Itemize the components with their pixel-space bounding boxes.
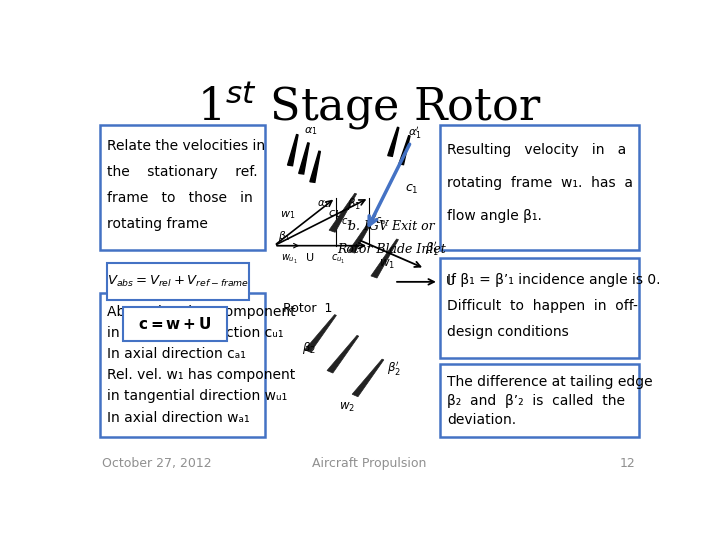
Text: If β₁ = β’₁ incidence angle is 0.: If β₁ = β’₁ incidence angle is 0. <box>447 273 661 287</box>
Text: October 27, 2012: October 27, 2012 <box>102 457 212 470</box>
Polygon shape <box>388 127 399 156</box>
Polygon shape <box>399 136 410 165</box>
Text: $\beta_2'$: $\beta_2'$ <box>387 359 401 377</box>
Polygon shape <box>299 143 309 174</box>
Text: $w_2$: $w_2$ <box>338 401 355 414</box>
Text: $\alpha_1'$: $\alpha_1'$ <box>408 125 421 141</box>
Text: design conditions: design conditions <box>447 325 569 339</box>
Text: Resulting   velocity   in   a: Resulting velocity in a <box>447 143 626 157</box>
FancyBboxPatch shape <box>441 258 639 358</box>
Polygon shape <box>305 315 336 352</box>
Text: The difference at tailing edge: The difference at tailing edge <box>447 375 653 389</box>
Text: U: U <box>446 275 455 288</box>
FancyBboxPatch shape <box>107 263 249 300</box>
FancyBboxPatch shape <box>441 364 639 437</box>
Text: $c_{a_1}$: $c_{a_1}$ <box>374 215 389 228</box>
Text: $w_1$: $w_1$ <box>379 258 395 271</box>
Text: $c_{1}$: $c_{1}$ <box>341 216 352 228</box>
FancyBboxPatch shape <box>100 125 265 250</box>
Polygon shape <box>310 151 320 183</box>
FancyBboxPatch shape <box>441 125 639 250</box>
Polygon shape <box>371 239 398 278</box>
Text: β₂  and  β’₂  is  called  the: β₂ and β’₂ is called the <box>447 394 625 408</box>
Text: In axial direction wₐ₁: In axial direction wₐ₁ <box>107 410 249 424</box>
Text: Abs. vel. c₁ has component: Abs. vel. c₁ has component <box>107 305 295 319</box>
Text: $c_1$: $c_1$ <box>328 208 340 220</box>
Text: Rotor  1: Rotor 1 <box>283 301 333 314</box>
Text: Difficult  to  happen  in  off-: Difficult to happen in off- <box>447 299 638 313</box>
Text: Relate the velocities in: Relate the velocities in <box>107 139 265 153</box>
Polygon shape <box>287 134 298 166</box>
Text: rotating frame: rotating frame <box>107 217 207 231</box>
Text: the    stationary    ref.: the stationary ref. <box>107 165 257 179</box>
Text: frame   to   those   in: frame to those in <box>107 191 253 205</box>
Text: rotating  frame  w₁.  has  a: rotating frame w₁. has a <box>447 176 633 190</box>
Text: flow angle β₁.: flow angle β₁. <box>447 209 542 223</box>
Text: $\beta_1$: $\beta_1$ <box>278 229 290 243</box>
Text: 12: 12 <box>620 457 636 470</box>
Text: Rel. vel. w₁ has component: Rel. vel. w₁ has component <box>107 368 295 382</box>
Text: U: U <box>306 253 315 263</box>
Text: deviation.: deviation. <box>447 413 516 427</box>
Text: in tangential direction wᵤ₁: in tangential direction wᵤ₁ <box>107 389 287 403</box>
Text: $\beta_1'$: $\beta_1'$ <box>425 239 438 256</box>
Text: $\mathbf{c = w + U}$: $\mathbf{c = w + U}$ <box>138 316 212 332</box>
Text: $c_1$: $c_1$ <box>405 183 419 196</box>
Polygon shape <box>352 359 384 397</box>
Text: $w_1$: $w_1$ <box>280 210 295 221</box>
Text: $V_{abs} = V_{rel} + V_{ref-frame}$: $V_{abs} = V_{rel} + V_{ref-frame}$ <box>107 274 249 289</box>
Polygon shape <box>329 193 356 232</box>
FancyBboxPatch shape <box>124 307 227 341</box>
Text: b. IGV Exit or: b. IGV Exit or <box>348 220 435 233</box>
Text: $\alpha_1$: $\alpha_1$ <box>304 125 318 137</box>
Text: $w_{u_1}$: $w_{u_1}$ <box>282 253 298 266</box>
Text: $\beta_1$: $\beta_1$ <box>347 196 361 212</box>
Text: $c_{u_1}$: $c_{u_1}$ <box>331 253 346 266</box>
Text: $\alpha_1$: $\alpha_1$ <box>317 199 330 211</box>
Text: Aircraft Propulsion: Aircraft Propulsion <box>312 457 426 470</box>
Text: Rotor Blade Inlet: Rotor Blade Inlet <box>337 243 446 256</box>
Text: In axial direction cₐ₁: In axial direction cₐ₁ <box>107 347 246 361</box>
Text: $\beta_2$: $\beta_2$ <box>302 340 315 355</box>
Polygon shape <box>348 214 376 253</box>
Text: in tangential direction cᵤ₁: in tangential direction cᵤ₁ <box>107 326 283 340</box>
Text: 1$^{st}$ Stage Rotor: 1$^{st}$ Stage Rotor <box>197 79 541 132</box>
FancyBboxPatch shape <box>100 294 265 437</box>
Polygon shape <box>327 335 359 373</box>
